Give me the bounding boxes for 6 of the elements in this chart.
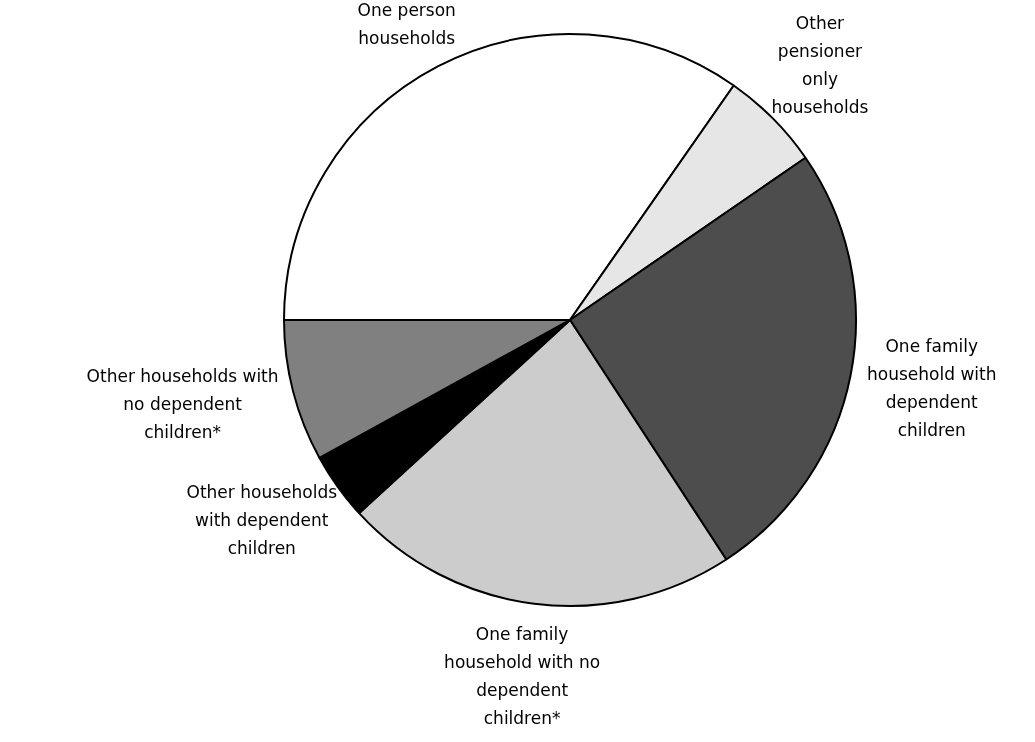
- slice-label: Other households with dependent children: [186, 482, 338, 559]
- slice-label: Other households with no dependent children*: [86, 366, 279, 443]
- slice-label: One person households: [357, 0, 456, 49]
- slice-label: One family household with no dependent children*: [444, 623, 601, 728]
- slice-label: Other pensioner only households: [771, 12, 869, 117]
- slice-label: One family household with dependent children: [867, 336, 997, 441]
